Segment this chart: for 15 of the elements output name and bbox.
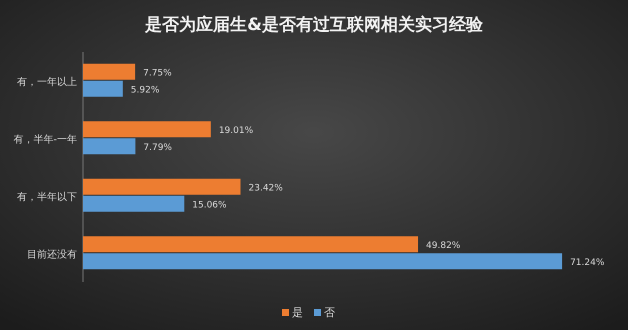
legend-label: 是 <box>292 306 303 319</box>
data-label: 49.82% <box>426 240 461 251</box>
data-label: 7.79% <box>143 142 172 153</box>
chart-title: 是否为应届生&是否有过互联网相关实习经验 <box>144 15 484 35</box>
data-label: 5.92% <box>130 85 160 96</box>
data-label: 71.24% <box>570 258 605 268</box>
y-tick-label: 有，半年以下 <box>17 190 77 203</box>
legend-label: 否 <box>324 306 335 319</box>
data-label: 19.01% <box>218 126 254 136</box>
y-tick-label: 有，一年以上 <box>17 76 77 88</box>
y-tick-label: 有，半年-一年 <box>13 133 77 146</box>
y-tick-label: 目前还没有 <box>27 248 77 260</box>
data-label: 23.42% <box>248 183 284 194</box>
data-label: 15.06% <box>192 200 228 210</box>
data-label: 7.75% <box>143 68 172 78</box>
